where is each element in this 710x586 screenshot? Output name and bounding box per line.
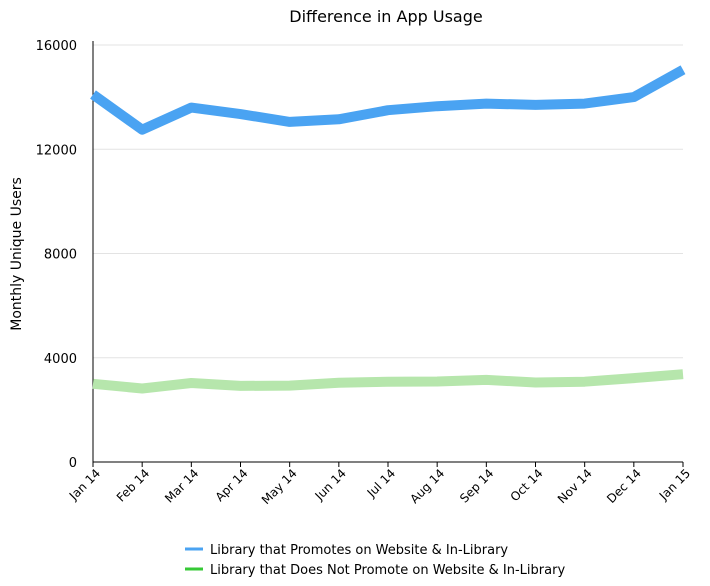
x-tick-label: Nov 14 xyxy=(555,466,595,506)
legend-entry: Library that Does Not Promote on Website… xyxy=(210,563,565,578)
x-tick-label: Jun 14 xyxy=(312,466,349,503)
y-tick-label: 4000 xyxy=(44,352,77,367)
y-tick-label: 16000 xyxy=(36,39,77,54)
chart-title: Difference in App Usage xyxy=(289,7,482,26)
x-tick-label: Sep 14 xyxy=(457,466,496,505)
x-tick-label: Dec 14 xyxy=(604,466,644,506)
y-tick-label: 8000 xyxy=(44,248,77,263)
series-line-2 xyxy=(92,369,684,394)
x-tick-label: Mar 14 xyxy=(162,466,201,505)
series-line-1 xyxy=(90,65,686,135)
y-tick-labels: 0 4000 8000 12000 16000 xyxy=(36,39,77,471)
x-tick-labels: Jan 14 Feb 14 Mar 14 Apr 14 May 14 Jun 14 Jul … xyxy=(66,466,693,507)
series-lines xyxy=(90,65,686,394)
x-tick-label: Jan 14 xyxy=(66,466,103,503)
x-tick-label: May 14 xyxy=(259,466,300,507)
legend: Library that Promotes on Website & In-Li… xyxy=(185,543,565,578)
y-tick-label: 12000 xyxy=(36,143,77,158)
legend-entry: Library that Promotes on Website & In-Li… xyxy=(210,543,508,558)
axes xyxy=(92,41,684,467)
x-tick-label: Jan 15 xyxy=(656,466,693,503)
gridlines xyxy=(93,44,683,359)
y-axis-label: Monthly Unique Users xyxy=(9,177,25,331)
y-tick-label: 0 xyxy=(69,456,77,471)
x-tick-label: Jul 14 xyxy=(364,466,398,500)
x-tick-label: Oct 14 xyxy=(508,466,546,504)
x-tick-label: Apr 14 xyxy=(213,466,251,504)
x-tick-label: Aug 14 xyxy=(407,466,447,506)
x-tick-label: Feb 14 xyxy=(114,466,152,504)
